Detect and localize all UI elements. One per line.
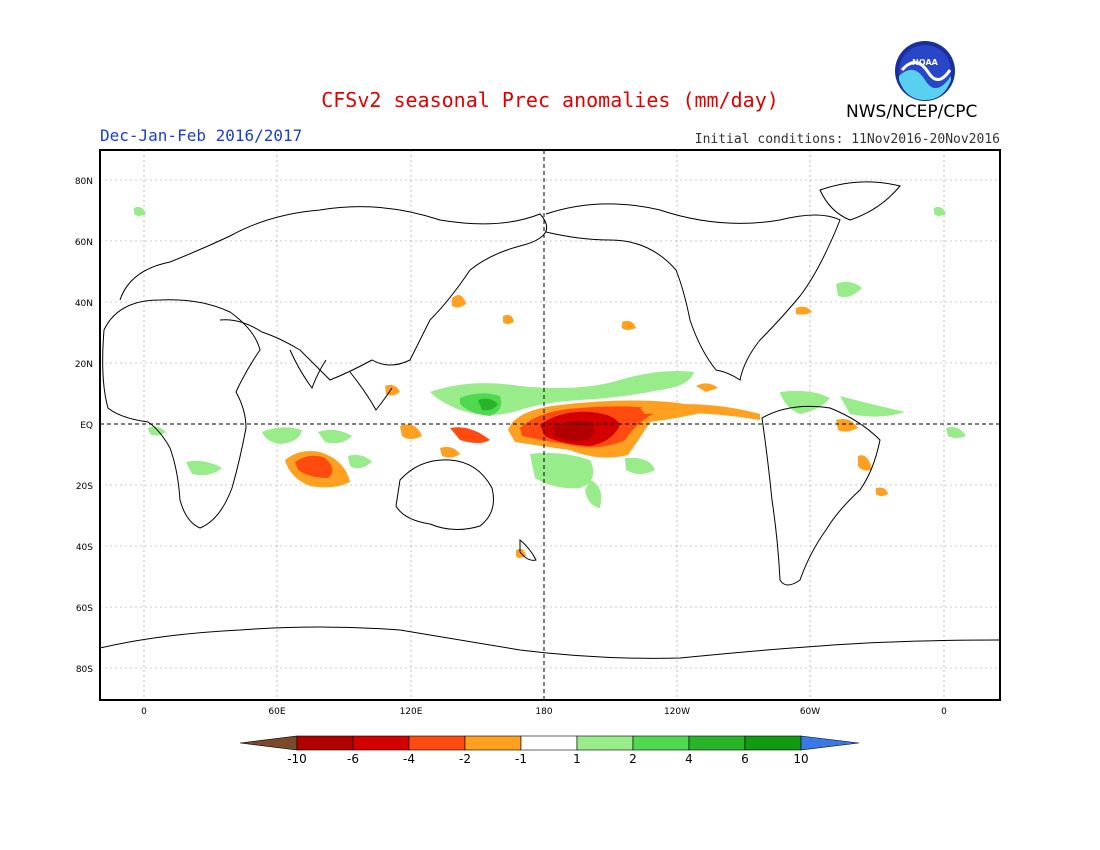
australia-coastline bbox=[395, 459, 494, 530]
colorbar-swatch bbox=[464, 735, 522, 751]
graticule bbox=[100, 150, 1000, 700]
lon-label: 60E bbox=[268, 707, 285, 717]
colorbar-label: 1 bbox=[573, 752, 581, 766]
colorbar-label: -1 bbox=[515, 752, 527, 766]
eurasia-coastline bbox=[119, 206, 548, 381]
lat-label: 60N bbox=[75, 238, 93, 248]
colorbar-swatch bbox=[632, 735, 690, 751]
agency-label: NWS/NCEP/CPC bbox=[846, 102, 978, 122]
colorbar-arrow-right bbox=[800, 735, 860, 751]
lon-label: 60W bbox=[800, 707, 820, 717]
colorbar-swatch bbox=[744, 735, 802, 751]
lat-label: 20N bbox=[75, 360, 93, 370]
colorbar-label: 4 bbox=[685, 752, 693, 766]
colorbar-label: -10 bbox=[287, 752, 307, 766]
north-america-coastline bbox=[545, 203, 841, 381]
colorbar-label: -4 bbox=[403, 752, 415, 766]
initial-conditions-label: Initial conditions: 11Nov2016-20Nov2016 bbox=[694, 132, 1000, 147]
colorbar bbox=[239, 735, 860, 751]
colorbar-label: -6 bbox=[347, 752, 359, 766]
map-title: CFSv2 seasonal Prec anomalies (mm/day) bbox=[321, 88, 779, 112]
colorbar-label: 6 bbox=[741, 752, 749, 766]
coastlines bbox=[100, 181, 1000, 659]
south-america-coastline bbox=[761, 405, 881, 586]
lon-label: 0 bbox=[141, 707, 147, 717]
colorbar-label: 2 bbox=[629, 752, 637, 766]
lon-label: 180 bbox=[535, 707, 552, 717]
colorbar-labels: -10 -6 -4 -2 -1 1 2 4 6 10 bbox=[287, 752, 808, 766]
lat-label: 40S bbox=[76, 543, 93, 553]
noaa-logo: NOAA bbox=[894, 40, 956, 102]
colorbar-label: 10 bbox=[793, 752, 808, 766]
season-label: Dec-Jan-Feb 2016/2017 bbox=[100, 126, 303, 145]
map-frame bbox=[99, 149, 1001, 701]
lat-label: 80S bbox=[76, 665, 93, 675]
logo-text: NOAA bbox=[912, 58, 938, 67]
anomaly-shading bbox=[134, 206, 966, 558]
lat-label: 60S bbox=[76, 604, 93, 614]
colorbar-arrow-left bbox=[239, 735, 298, 751]
latitude-labels: 80N 60N 40N 20N EQ 20S 40S 60S 80S bbox=[75, 177, 93, 675]
longitude-labels: 0 60E 120E 180 120W 60W 0 bbox=[141, 707, 947, 717]
colorbar-swatch bbox=[576, 735, 634, 751]
lat-label: EQ bbox=[80, 421, 93, 431]
colorbar-swatch bbox=[352, 735, 410, 751]
colorbar-swatch bbox=[688, 735, 746, 751]
lon-label: 0 bbox=[941, 707, 947, 717]
lon-label: 120W bbox=[664, 707, 690, 717]
lon-label: 120E bbox=[400, 707, 423, 717]
antarctica-coastline bbox=[100, 626, 1000, 659]
colorbar-swatch bbox=[520, 735, 578, 751]
colorbar-swatch bbox=[408, 735, 466, 751]
lat-label: 20S bbox=[76, 482, 93, 492]
lat-label: 80N bbox=[75, 177, 93, 187]
lat-label: 40N bbox=[75, 299, 93, 309]
africa-coastline bbox=[102, 299, 261, 529]
colorbar-swatch bbox=[296, 735, 354, 751]
colorbar-label: -2 bbox=[459, 752, 471, 766]
noaa-logo-icon bbox=[895, 41, 955, 101]
